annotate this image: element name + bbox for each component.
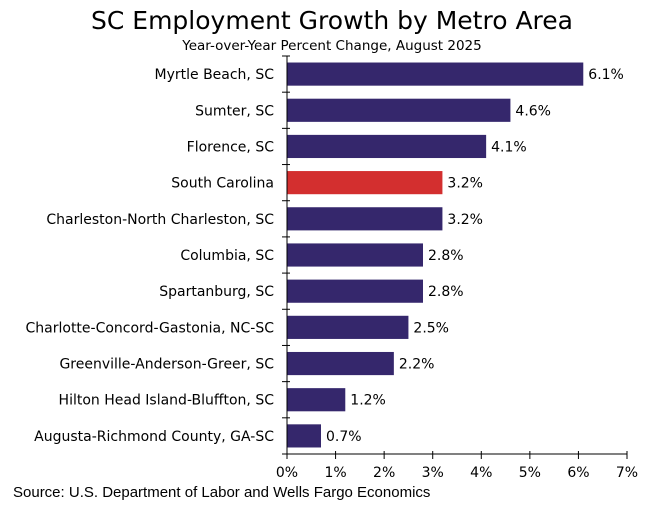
data-label: 3.2% — [447, 176, 483, 192]
x-tick-label: 5% — [519, 465, 541, 481]
x-tick-label: 4% — [470, 465, 492, 481]
data-label: 2.8% — [428, 284, 464, 300]
x-tick-label: 1% — [324, 465, 346, 481]
category-label: Greenville-Anderson-Greer, SC — [59, 357, 274, 373]
category-label: Spartanburg, SC — [159, 284, 274, 300]
bar-6 — [287, 279, 423, 303]
category-label: South Carolina — [171, 176, 274, 192]
category-label: Columbia, SC — [180, 248, 274, 264]
data-label: 2.8% — [428, 248, 464, 264]
bar-0 — [287, 62, 584, 86]
data-label: 3.2% — [447, 212, 483, 228]
x-tick-label: 2% — [373, 465, 395, 481]
bar-9 — [287, 388, 346, 412]
bar-7 — [287, 315, 409, 339]
chart-subtitle: Year-over-Year Percent Change, August 20… — [182, 38, 482, 54]
category-label: Sumter, SC — [195, 103, 274, 119]
data-label: 4.6% — [515, 103, 551, 119]
x-tick-label: 3% — [422, 465, 444, 481]
chart-title: SC Employment Growth by Metro Area — [91, 6, 573, 35]
source-note: Source: U.S. Department of Labor and Wel… — [13, 484, 431, 501]
bar-5 — [287, 243, 423, 267]
category-label: Charlotte-Concord-Gastonia, NC-SC — [26, 320, 275, 336]
x-tick-label: 0% — [276, 465, 298, 481]
data-label: 6.1% — [588, 67, 624, 83]
category-label: Florence, SC — [187, 139, 275, 155]
data-label: 1.2% — [350, 393, 386, 409]
x-tick-label: 6% — [567, 465, 589, 481]
category-label: Augusta-Richmond County, GA-SC — [34, 429, 274, 445]
data-label: 2.2% — [399, 357, 435, 373]
x-tick-label: 7% — [616, 465, 638, 481]
category-label: Hilton Head Island-Bluffton, SC — [59, 393, 275, 409]
data-label: 0.7% — [326, 429, 362, 445]
bar-4 — [287, 207, 443, 231]
category-label: Charleston-North Charleston, SC — [46, 212, 274, 228]
category-label: Myrtle Beach, SC — [155, 67, 275, 83]
bar-3 — [287, 171, 443, 195]
bar-8 — [287, 351, 394, 376]
data-label: 2.5% — [413, 320, 449, 336]
data-label: 4.1% — [491, 139, 527, 155]
bar-10 — [287, 424, 321, 448]
bar-2 — [287, 134, 487, 159]
bar-1 — [287, 98, 511, 122]
